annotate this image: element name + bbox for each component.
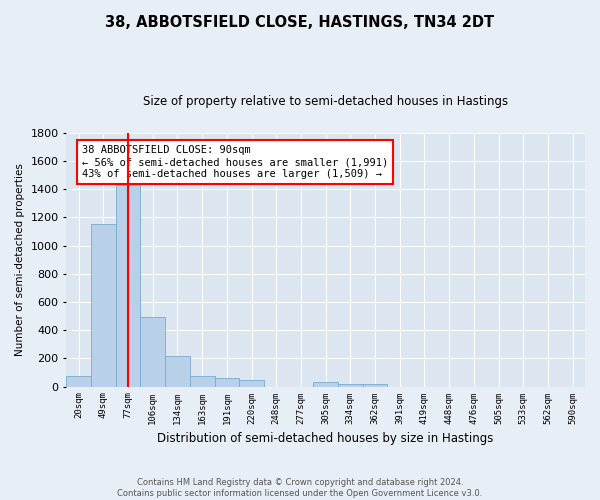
Bar	[215, 378, 239, 386]
Text: 38, ABBOTSFIELD CLOSE, HASTINGS, TN34 2DT: 38, ABBOTSFIELD CLOSE, HASTINGS, TN34 2D…	[106, 15, 494, 30]
Bar	[239, 380, 264, 386]
Bar	[165, 356, 190, 386]
Bar	[91, 224, 116, 386]
Bar	[338, 384, 363, 386]
Bar	[67, 376, 91, 386]
Text: Contains HM Land Registry data © Crown copyright and database right 2024.
Contai: Contains HM Land Registry data © Crown c…	[118, 478, 482, 498]
Bar	[140, 318, 165, 386]
Y-axis label: Number of semi-detached properties: Number of semi-detached properties	[15, 163, 25, 356]
Bar	[116, 185, 140, 386]
Bar	[313, 382, 338, 386]
Bar	[190, 376, 215, 386]
Text: 38 ABBOTSFIELD CLOSE: 90sqm
← 56% of semi-detached houses are smaller (1,991)
43: 38 ABBOTSFIELD CLOSE: 90sqm ← 56% of sem…	[82, 146, 388, 178]
Title: Size of property relative to semi-detached houses in Hastings: Size of property relative to semi-detach…	[143, 95, 508, 108]
Bar	[363, 384, 388, 386]
X-axis label: Distribution of semi-detached houses by size in Hastings: Distribution of semi-detached houses by …	[157, 432, 494, 445]
